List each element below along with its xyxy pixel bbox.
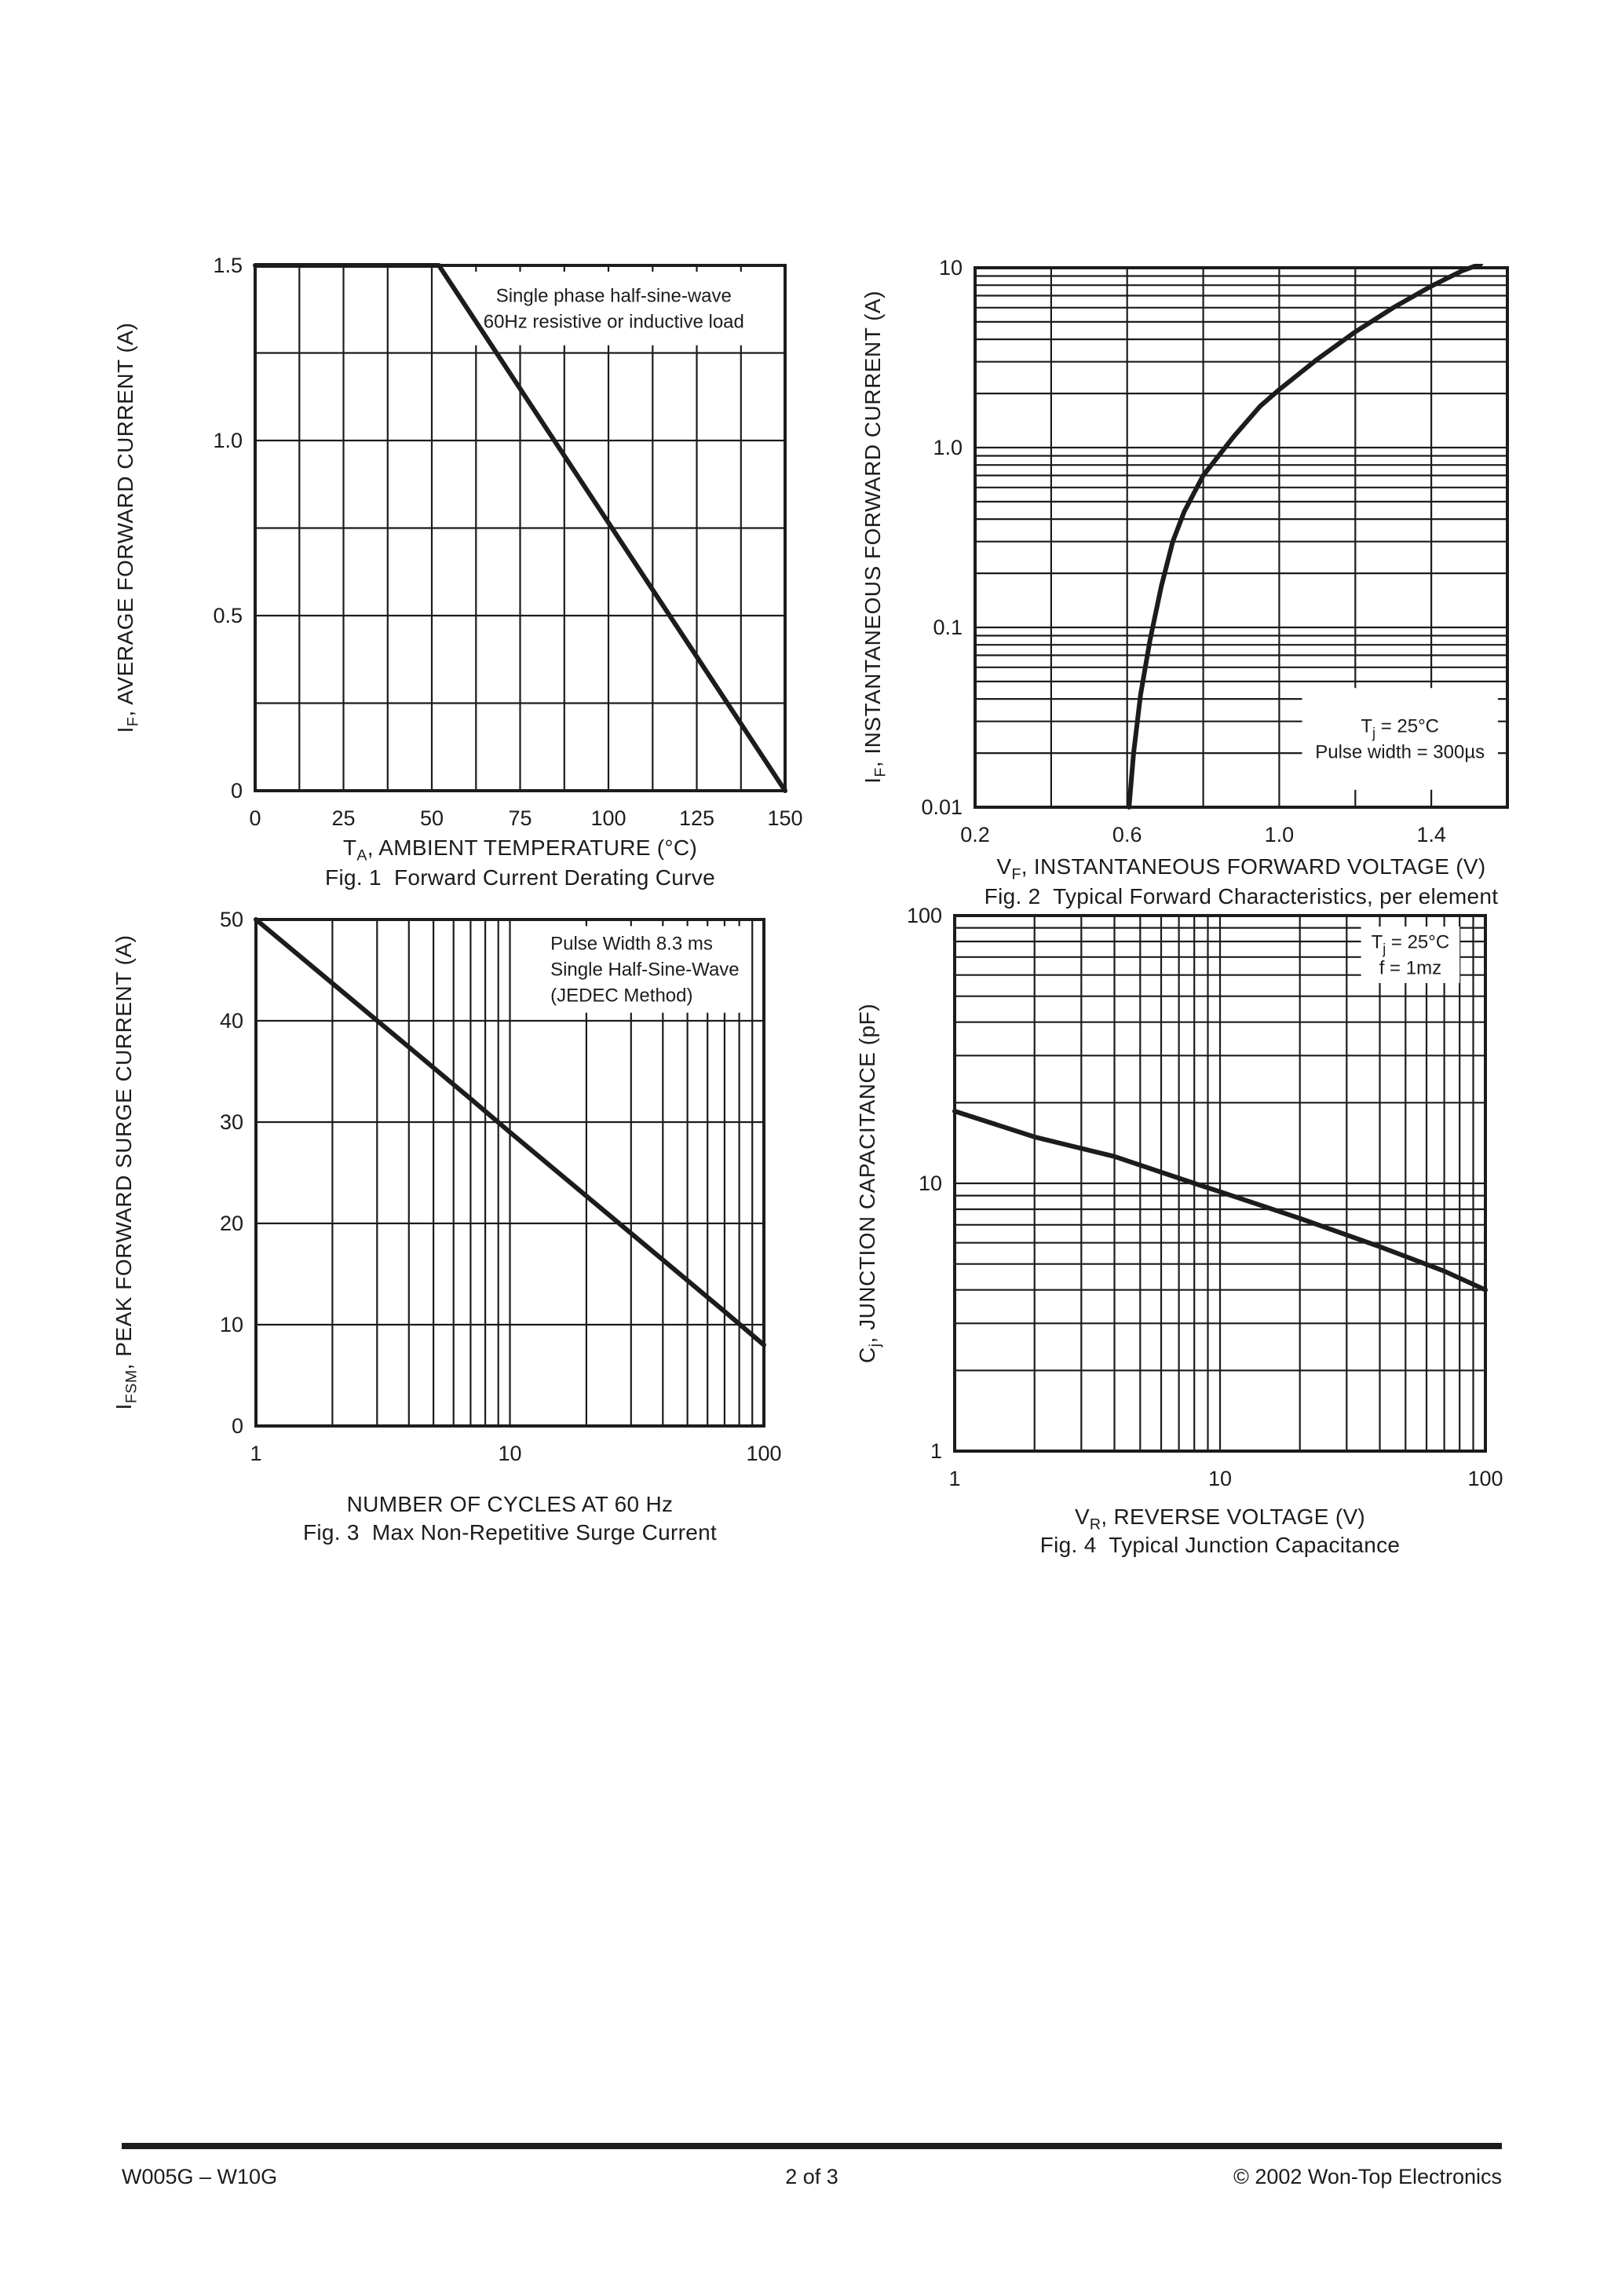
fig3-plot: Pulse Width 8.3 ms Single Half-Sine-Wave (… [220,908,782,1465]
fig3-y-tick-label: 50 [220,908,243,931]
fig1-plot: Single phase half-sine-wave 60Hz resistiv… [213,254,802,830]
fig3-x-axis-title-text: NUMBER OF CYCLES AT 60 Hz [346,1492,674,1516]
footer-page-indicator: 2 of 3 [785,2165,838,2188]
fig1-y-tick-label: 0 [231,779,243,803]
fig1-x-tick-label: 0 [249,806,261,830]
fig1-y-tick-label: 1.5 [213,254,243,277]
fig2-annotation-line: Tj = 25°C [1361,716,1439,741]
fig1-annotation-box [448,272,780,345]
fig2-y-tick-label: 0.1 [933,616,963,639]
fig3-caption: Fig. 3 Max Non-Repetitive Surge Current [302,1520,718,1545]
fig1-plot-border [254,264,787,792]
fig1-x-tick-label: 100 [590,806,626,830]
fig3-y-tick-label: 0 [232,1414,243,1438]
fig4-plot: Tj = 25°Cf = 1mz 1 10 100 1 10 100 [907,904,1503,1490]
fig3-y-axis-title-text: , PEAK FORWARD SURGE CURRENT (A) [111,934,136,1370]
fig3-y-tick-label: 20 [220,1212,243,1235]
fig2-x-tick-label: 1.0 [1265,823,1295,846]
fig4-y-axis-title-subscript: j [866,1343,884,1347]
fig3-annotation-line: (JEDEC Method) [550,985,692,1007]
footer-copyright: © 2002 Won-Top Electronics [1233,2165,1502,2188]
fig2-x-axis-title-symbol: V [996,854,1012,879]
fig2-x-tick-label: 1.4 [1416,823,1446,846]
fig4-x-axis-title-symbol: V [1074,1504,1090,1529]
fig3-x-tick-label: 1 [250,1442,261,1465]
fig3-annotation-line: Single Half-Sine-Wave [550,960,740,981]
fig4-x-axis-title-text: , REVERSE VOLTAGE (V) [1101,1504,1366,1529]
fig1-annotation-line: 60Hz resistive or inductive load [484,311,744,332]
fig3-curve-surge-current [254,917,766,1347]
fig2-x-tick-label: 0.2 [960,823,990,846]
fig4-y-axis-title-text: , JUNCTION CAPACITANCE (pF) [855,1003,879,1344]
fig4-annotation-line: Tj = 25°C [1372,931,1450,956]
fig4-y-tick-label: 100 [907,904,942,927]
fig2-x-axis-title-subscript: F [1011,865,1021,883]
fig4-x-axis-title-subscript: R [1089,1515,1101,1534]
page-footer: W005G – W10G 2 of 3 © 2002 Won-Top Elect… [122,2165,1502,2192]
fig1-x-axis-title-subscript: A [356,846,367,865]
fig4-y-tick-label: 10 [919,1172,942,1195]
fig3-annotation-box [530,926,743,1013]
fig2-curve-forward-characteristic [1127,264,1484,810]
fig1-x-axis-title-symbol: T [342,835,357,860]
fig3-y-tick-label: 10 [220,1313,243,1336]
fig4-annotation-line: f = 1mz [1379,957,1441,978]
fig4-x-axis-title: VR, REVERSE VOLTAGE (V) [955,1503,1485,1534]
fig4-plot-border [953,914,1487,1453]
fig4-y-axis-title-symbol: C [855,1347,879,1364]
fig3-y-axis-title-subscript: FSM [122,1369,141,1404]
fig3-x-tick-label: 10 [498,1442,521,1465]
fig2-annotation-line: Pulse width = 300µs [1315,742,1485,763]
fig4-y-tick-label: 1 [930,1439,942,1463]
fig4-x-tick-label: 100 [1467,1467,1503,1490]
fig2-plot-border [974,266,1509,809]
footer-part-range: W005G – W10G [122,2165,278,2188]
fig1-y-tick-label: 1.0 [213,429,243,452]
fig3-y-tick-label: 30 [220,1110,243,1134]
fig4-x-tick-label: 1 [948,1467,960,1490]
fig3-y-tick-label: 40 [220,1009,243,1033]
fig3-y-axis-title: IFSM, PEAK FORWARD SURGE CURRENT (A) [108,623,141,1722]
fig1-annotation-line: Single phase half-sine-wave [496,285,732,306]
fig1-x-tick-label: 150 [767,806,802,830]
fig4-x-tick-label: 10 [1208,1467,1232,1490]
fig2-x-axis-title-text: , INSTANTANEOUS FORWARD VOLTAGE (V) [1021,854,1486,879]
fig1-x-axis-title: TA, AMBIENT TEMPERATURE (°C) [255,834,785,865]
fig1-x-tick-label: 50 [420,806,444,830]
fig3-annotation-line: Pulse Width 8.3 ms [550,934,713,955]
footer-rule [122,2143,1502,2149]
fig3-x-tick-label: 100 [746,1442,781,1465]
fig3-plot-border [254,918,765,1428]
fig2-y-tick-label: 0.01 [921,795,963,819]
fig4-annotation-box [1361,927,1460,983]
fig3-y-axis-title-symbol: I [111,1403,136,1410]
fig1-x-axis-title-text: , AMBIENT TEMPERATURE (°C) [367,835,698,860]
fig3-x-axis-title: NUMBER OF CYCLES AT 60 Hz [256,1490,764,1519]
fig2-caption: Fig. 2 Typical Forward Characteristics, … [984,884,1499,909]
fig4-caption: Fig. 4 Typical Junction Capacitance [1039,1533,1401,1557]
fig1-x-tick-label: 25 [331,806,355,830]
fig4-y-axis-title: Cj, JUNCTION CAPACITANCE (pF) [852,634,884,1733]
fig2-y-tick-label: 1.0 [933,436,963,459]
fig2-x-axis-title: VF, INSTANTANEOUS FORWARD VOLTAGE (V) [975,853,1507,883]
fig2-x-tick-label: 0.6 [1112,823,1142,846]
fig1-x-tick-label: 75 [508,806,532,830]
fig1-x-tick-label: 125 [679,806,714,830]
fig4-curve-junction-capacitance [952,1109,1488,1292]
fig2-y-tick-label: 10 [939,256,963,280]
fig2-annotation-box [1302,688,1498,790]
fig1-y-tick-label: 0.5 [213,604,243,627]
fig1-caption: Fig. 1 Forward Current Derating Curve [325,865,715,890]
